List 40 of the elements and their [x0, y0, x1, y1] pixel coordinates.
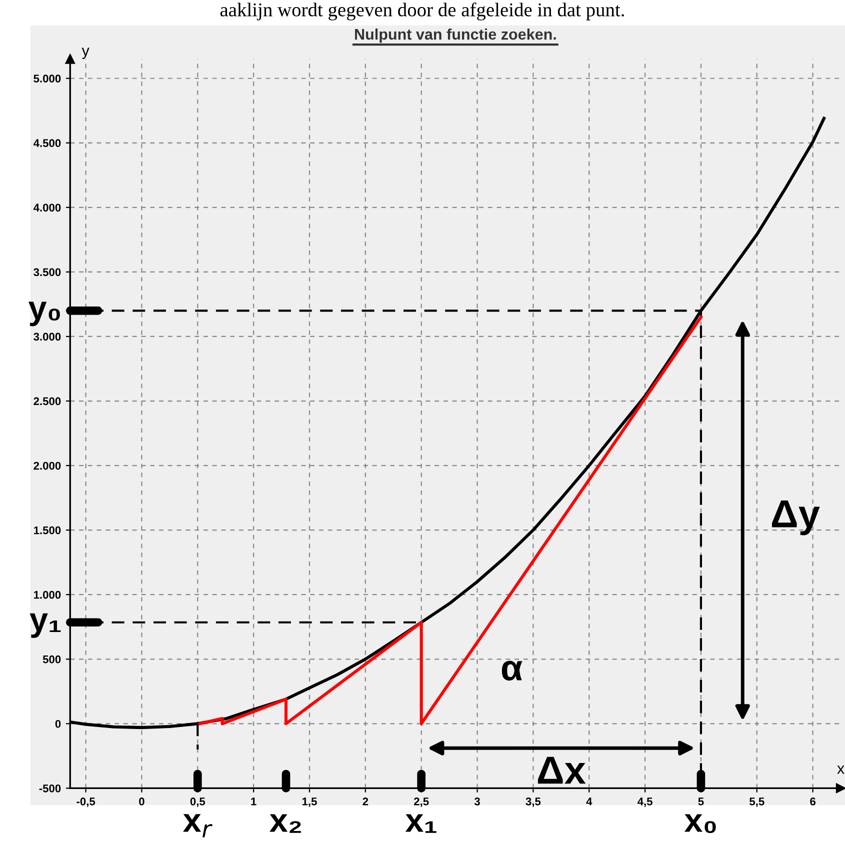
x-tick-label: 4,5 [637, 798, 652, 808]
chart-title: Nulpunt van functie zoeken. [355, 28, 556, 43]
x-tick-label: 6 [810, 798, 816, 806]
annotation: x$_{r}$ [183, 814, 212, 838]
y-tick-label: 4.500 [33, 139, 61, 148]
y-tick-label: 3.000 [34, 332, 61, 341]
y-tick-label: 4.000 [33, 204, 61, 212]
annotation: Δx [538, 756, 586, 784]
x-tick-label: 1,5 [302, 798, 317, 808]
y-tick-label: 3.500 [34, 268, 61, 276]
x-axis-title: x [837, 766, 844, 774]
y-tick-label: 5.000 [34, 74, 61, 83]
annotation: y₁ [30, 613, 61, 638]
y-tick-label: 2.500 [34, 397, 61, 406]
x-tick-label: 0,5 [190, 798, 206, 808]
y-tick-label: 1.000 [34, 590, 61, 599]
x-tick-label: 5,5 [750, 798, 764, 808]
annotation: x₀ [684, 814, 716, 834]
annotation: x₁ [405, 814, 436, 833]
text: aaklijn wordt gegeven door de afgeleide in dat punt. [220, 2, 624, 20]
annotation: y₀ [28, 302, 60, 326]
y-tick-label: 0 [55, 720, 61, 728]
line-series [198, 316, 702, 726]
y-tick-label: 500 [42, 655, 61, 664]
x-tick-label: 2,5 [414, 798, 429, 808]
x-tick-label: 0 [139, 798, 144, 806]
x-tick-label: -0,5 [76, 798, 96, 808]
x-tick-label: 3,5 [526, 798, 541, 808]
annotation: α [502, 660, 522, 681]
x-tick-label: 1 [251, 798, 256, 806]
x-tick-label: 2 [362, 798, 368, 806]
x-tick-label: 4 [586, 798, 592, 806]
y-tick-label: 1.500 [34, 526, 61, 534]
y-tick-label: -500 [39, 784, 61, 792]
y-tick-label: 2.000 [34, 462, 61, 470]
annotation: Δy [772, 500, 820, 536]
annotation: x₂ [270, 814, 301, 833]
x-tick-label: 5 [698, 798, 704, 806]
y-axis-title: y [82, 48, 90, 60]
x-tick-label: 3 [474, 798, 480, 806]
